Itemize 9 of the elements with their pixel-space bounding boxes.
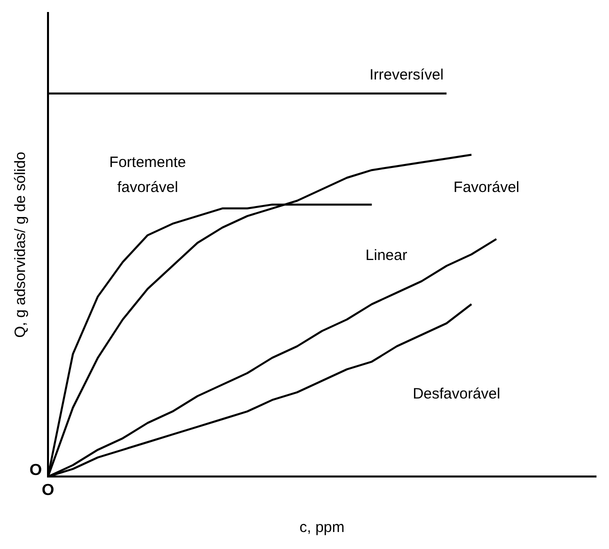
series-label: Fortemente favorável <box>109 154 186 196</box>
text: O <box>30 462 42 480</box>
y-axis-title: Q, g adsorvidas/ g de sólido <box>12 152 30 338</box>
text: O <box>42 482 54 500</box>
series-label: Irreversível <box>369 66 444 84</box>
series-label: Favorável <box>454 178 520 196</box>
x-axis-title: c, ppm <box>299 519 345 536</box>
series-label: Linear <box>366 247 408 264</box>
text: Desfavorável <box>412 385 500 402</box>
